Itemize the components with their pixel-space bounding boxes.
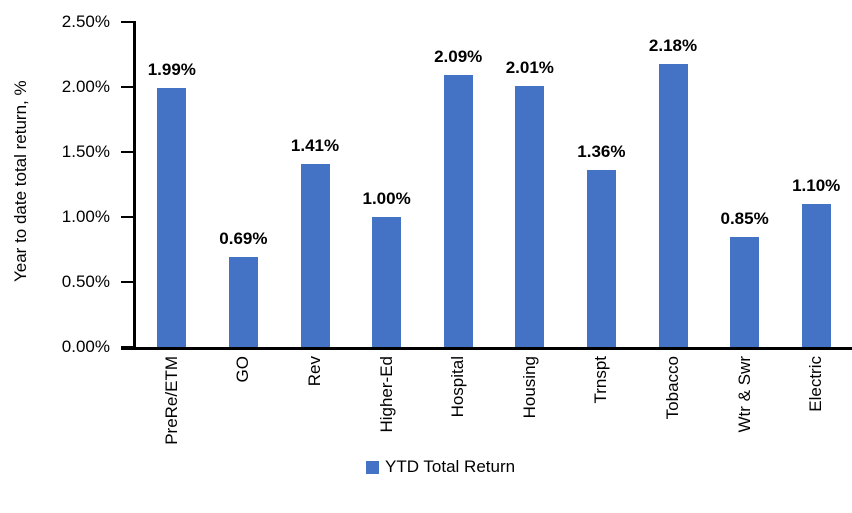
category-label-text: Housing xyxy=(519,356,539,419)
y-axis-title: Year to date total return, % xyxy=(11,80,30,282)
category-label-text: Wtr & Swr xyxy=(734,356,754,433)
category-label-text: GO xyxy=(233,356,253,383)
category-label: Trnspt xyxy=(591,356,611,404)
bar-value-label: 1.36% xyxy=(577,142,626,162)
x-axis-line xyxy=(121,347,852,350)
category-label-text: Rev xyxy=(305,356,324,387)
bar xyxy=(443,75,473,347)
category-label: Higher-Ed xyxy=(377,356,397,433)
category-label-text: PreRe/ETM xyxy=(161,356,181,445)
category-label-text: Tobacco xyxy=(663,356,682,420)
y-tick-label: 0.50% xyxy=(61,272,110,291)
y-tick-mark xyxy=(121,346,136,348)
category-label-text: Trnspt xyxy=(591,356,611,404)
legend-color-swatch xyxy=(366,460,379,474)
bar-value-label: 1.10% xyxy=(792,176,841,195)
bar-value-label: 2.09% xyxy=(434,47,483,67)
y-tick-label: 1.50% xyxy=(61,142,110,161)
bar xyxy=(515,85,545,347)
y-tick-label: 1.00% xyxy=(61,207,110,226)
category-label: PreRe/ETM xyxy=(162,356,182,445)
legend-label: YTD Total Return xyxy=(385,457,516,476)
bar xyxy=(228,257,258,347)
bar-value-label: 1.00% xyxy=(362,189,411,208)
bar xyxy=(801,204,831,347)
bar xyxy=(730,236,760,347)
bar xyxy=(157,88,187,347)
bar-value-label: 0.69% xyxy=(219,229,268,249)
bar-value-label: 2.18% xyxy=(648,35,698,55)
bar xyxy=(300,163,330,347)
category-label: Tobacco xyxy=(663,356,683,419)
bar-value-label: 1.41% xyxy=(290,135,340,155)
category-label: Hospital xyxy=(448,356,468,417)
bar xyxy=(658,63,688,347)
category-label: GO xyxy=(233,356,253,382)
bar xyxy=(586,170,616,347)
bar-value-label: 2.01% xyxy=(505,57,554,77)
category-label: Wtr & Swr xyxy=(735,356,755,433)
category-label-text: Hospital xyxy=(448,356,468,418)
bar-value-label: 0.85% xyxy=(720,208,769,228)
category-label-text: Higher-Ed xyxy=(376,356,396,433)
y-tick-mark xyxy=(121,21,136,23)
y-tick-label: 0.00% xyxy=(61,337,110,356)
y-axis-line xyxy=(133,21,136,350)
y-tick-mark xyxy=(121,86,136,88)
chart-legend: YTD Total Return xyxy=(366,457,515,477)
y-tick-mark xyxy=(121,216,136,218)
bar-value-label: 1.99% xyxy=(147,60,196,80)
bar xyxy=(372,217,402,347)
category-label: Housing xyxy=(520,356,540,418)
category-label: Electric xyxy=(806,356,826,412)
category-label: Rev xyxy=(305,356,325,386)
y-tick-mark xyxy=(121,281,136,283)
y-tick-mark xyxy=(121,151,136,153)
y-tick-label: 2.50% xyxy=(61,12,110,31)
category-label-text: Electric xyxy=(806,356,826,412)
y-tick-label: 2.00% xyxy=(61,77,110,96)
